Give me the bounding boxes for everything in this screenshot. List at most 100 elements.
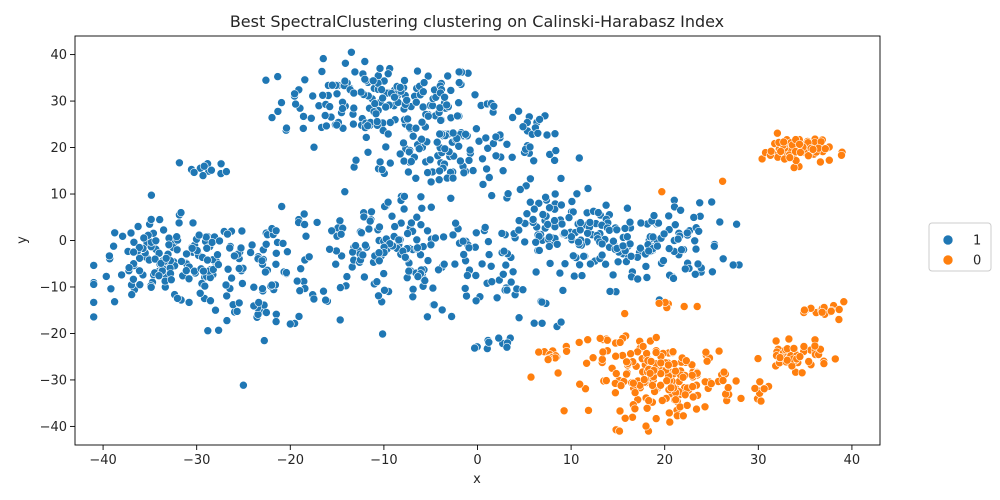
point-series-1 (514, 106, 523, 116)
point-series-1 (468, 166, 478, 175)
point-series-0 (837, 151, 846, 160)
point-series-0 (620, 309, 630, 318)
point-series-1 (340, 76, 350, 86)
point-series-0 (731, 376, 741, 386)
point-series-1 (202, 244, 212, 253)
y-axis-label: y (15, 236, 30, 244)
point-series-0 (766, 147, 776, 156)
point-series-1 (605, 287, 615, 296)
point-series-1 (261, 240, 271, 249)
point-series-1 (222, 316, 232, 325)
point-series-0 (797, 368, 807, 378)
point-series-1 (232, 307, 242, 316)
point-series-1 (273, 107, 283, 116)
point-series-1 (396, 218, 406, 228)
point-series-0 (622, 357, 631, 367)
point-series-1 (545, 203, 554, 212)
point-series-0 (630, 404, 640, 414)
point-series-0 (692, 302, 702, 311)
point-series-1 (187, 244, 197, 253)
point-series-0 (575, 379, 585, 389)
point-series-1 (223, 264, 233, 274)
point-series-1 (708, 267, 717, 277)
point-series-1 (282, 123, 291, 133)
point-series-1 (669, 274, 678, 283)
point-series-1 (199, 161, 209, 171)
y-tick-label: 20 (50, 141, 67, 156)
point-series-1 (247, 240, 257, 250)
point-series-1 (677, 245, 686, 254)
point-series-1 (167, 275, 176, 285)
point-series-1 (385, 158, 395, 168)
point-series-0 (700, 402, 710, 412)
point-series-1 (557, 200, 566, 210)
point-series-1 (377, 165, 387, 174)
point-series-1 (491, 132, 501, 142)
point-series-1 (383, 129, 393, 139)
point-series-1 (271, 249, 281, 258)
point-series-1 (277, 98, 286, 107)
legend-box (928, 222, 992, 272)
point-series-1 (327, 80, 337, 90)
point-series-1 (691, 244, 701, 254)
point-series-1 (164, 240, 174, 250)
point-series-1 (151, 236, 161, 246)
point-series-0 (595, 334, 605, 343)
point-series-1 (609, 236, 618, 246)
point-series-0 (611, 388, 620, 398)
x-axis-ticks: −40 −30 −20 −10 0 10 20 30 40 (89, 445, 860, 468)
point-series-1 (408, 284, 418, 294)
point-series-1 (664, 211, 674, 221)
point-series-0 (687, 370, 697, 380)
point-series-1 (385, 118, 395, 127)
point-series-1 (418, 102, 428, 112)
point-series-1 (258, 284, 267, 294)
point-series-1 (400, 252, 410, 262)
point-series-1 (172, 232, 181, 241)
point-series-1 (417, 117, 427, 127)
point-series-0 (526, 372, 536, 382)
point-series-1 (399, 138, 408, 148)
point-series-1 (551, 146, 561, 155)
point-series-0 (759, 384, 769, 394)
point-series-1 (277, 202, 287, 211)
point-series-0 (680, 390, 690, 400)
point-series-1 (406, 157, 416, 166)
point-series-1 (182, 266, 191, 275)
point-series-1 (176, 208, 186, 217)
point-series-1 (470, 90, 480, 100)
point-series-1 (426, 240, 436, 250)
point-series-1 (234, 298, 244, 308)
point-series-1 (459, 250, 469, 259)
point-series-1 (146, 282, 156, 292)
point-series-1 (175, 158, 184, 168)
point-series-1 (463, 271, 472, 280)
point-series-1 (483, 144, 493, 153)
point-series-1 (400, 76, 409, 85)
point-series-1 (680, 264, 690, 274)
point-series-1 (308, 91, 318, 101)
point-series-1 (529, 156, 539, 166)
point-series-1 (387, 211, 397, 221)
point-series-1 (478, 154, 487, 164)
point-series-1 (271, 309, 281, 319)
point-series-1 (514, 313, 524, 323)
point-series-1 (418, 87, 428, 96)
point-series-1 (358, 250, 368, 260)
point-series-1 (440, 144, 450, 154)
x-tick-label: 30 (750, 453, 767, 468)
y-tick-label: 40 (50, 48, 67, 63)
point-series-1 (360, 272, 369, 282)
point-series-1 (567, 197, 577, 206)
point-series-1 (564, 213, 574, 222)
point-series-1 (437, 305, 447, 315)
point-series-1 (381, 142, 391, 152)
point-series-1 (129, 247, 138, 257)
point-series-1 (670, 220, 680, 229)
point-series-1 (451, 218, 460, 228)
point-series-1 (404, 167, 413, 177)
point-series-1 (403, 229, 412, 238)
point-series-1 (156, 258, 166, 268)
point-series-0 (779, 137, 789, 147)
point-series-0 (639, 375, 649, 384)
